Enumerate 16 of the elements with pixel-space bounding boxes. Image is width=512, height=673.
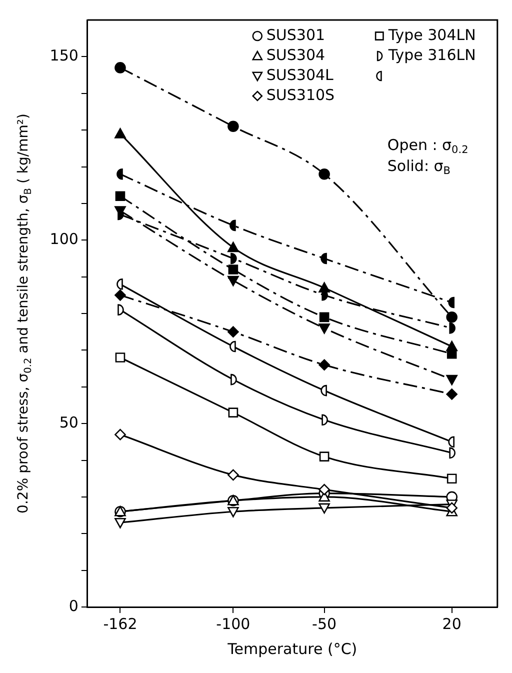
x-axis-title: Temperature (°C) xyxy=(226,640,358,658)
legend-label: SUS304 xyxy=(266,46,326,64)
legend-label: SUS310S xyxy=(266,86,335,104)
y-tick-label: 50 xyxy=(59,413,78,432)
y-tick-label: 0 xyxy=(68,596,78,615)
legend-label: SUS304L xyxy=(266,66,334,84)
y-tick-label: 100 xyxy=(50,230,78,248)
x-tick-label: -162 xyxy=(103,614,138,633)
legend-label: SUS301 xyxy=(266,26,326,44)
x-tick-label: 20 xyxy=(442,614,462,633)
x-tick-label: -50 xyxy=(312,614,337,633)
legend-label: Type 304LN xyxy=(387,26,476,44)
y-axis-title: 0.2% proof stress, σ0.2 and tensile strength, σB ( kg/mm²) xyxy=(16,114,34,514)
legend-label: Type 316LN xyxy=(387,46,476,64)
y-tick-label: 150 xyxy=(50,46,78,65)
x-tick-label: -100 xyxy=(216,614,250,633)
